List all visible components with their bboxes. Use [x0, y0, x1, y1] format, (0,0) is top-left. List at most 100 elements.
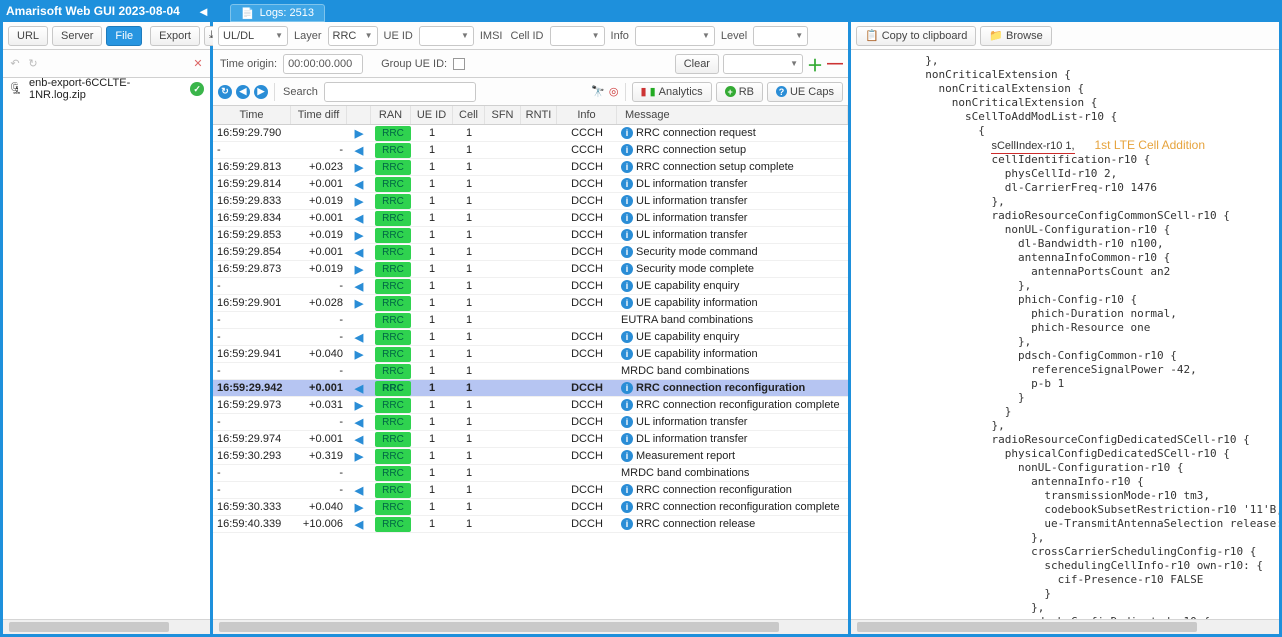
table-row[interactable]: 16:59:29.814+0.001◀RRC11DCCHiDL informat… [213, 176, 848, 193]
clear-button[interactable]: Clear [675, 54, 719, 74]
table-row[interactable]: 16:59:29.790▶RRC11CCCHiRRC connection re… [213, 125, 848, 142]
table-row[interactable]: --◀RRC11DCCHiUE capability enquiry [213, 329, 848, 346]
preset-combo[interactable]: ▼ [723, 54, 803, 74]
table-row[interactable]: --◀RRC11DCCHiRRC connection reconfigurat… [213, 482, 848, 499]
undo-icon[interactable]: ↶ [8, 57, 22, 71]
left-pane: URL Server File Export ⤓ ↶ ↻ ✕ 🗜 enb-exp… [3, 22, 213, 634]
refresh-icon[interactable]: ↻ [26, 57, 40, 71]
grid-body[interactable]: 16:59:29.790▶RRC11CCCHiRRC connection re… [213, 125, 848, 619]
copy-button[interactable]: 📋Copy to clipboard [856, 26, 976, 46]
center-pane: UL/DL▼ Layer RRC▼ UE ID ▼ IMSI Cell ID ▼… [213, 22, 851, 634]
table-row[interactable]: 16:59:29.901+0.028▶RRC11DCCHiUE capabili… [213, 295, 848, 312]
table-row[interactable]: --RRC11MRDC band combinations [213, 363, 848, 380]
ueid-combo[interactable]: ▼ [419, 26, 474, 46]
remove-icon[interactable]: — [827, 55, 843, 73]
right-hscroll[interactable] [851, 619, 1279, 634]
check-icon: ✓ [190, 82, 204, 96]
browse-button[interactable]: 📁Browse [980, 26, 1051, 46]
file-button[interactable]: File [106, 26, 142, 46]
rb-button[interactable]: +RB [716, 82, 763, 102]
table-row[interactable]: 16:59:40.339+10.006◀RRC11DCCHiRRC connec… [213, 516, 848, 533]
col-timediff[interactable]: Time diff [291, 106, 347, 124]
grid-header: Time Time diff RAN UE ID Cell SFN RNTI I… [213, 106, 848, 125]
col-time[interactable]: Time [213, 106, 291, 124]
imsi-label: IMSI [478, 30, 505, 42]
back-icon[interactable]: ◀ [236, 85, 250, 99]
binoculars-icon[interactable]: 🔭 [591, 85, 605, 98]
url-button[interactable]: URL [8, 26, 48, 46]
file-name: enb-export-6CCLTE-1NR.log.zip [29, 77, 184, 101]
table-row[interactable]: --◀RRC11DCCHiUE capability enquiry [213, 278, 848, 295]
uldl-combo[interactable]: UL/DL▼ [218, 26, 288, 46]
right-pane: 📋Copy to clipboard 📁Browse }, nonCritica… [851, 22, 1279, 634]
table-row[interactable]: 16:59:29.834+0.001◀RRC11DCCHiDL informat… [213, 210, 848, 227]
col-msg[interactable]: Message [617, 106, 848, 124]
table-row[interactable]: 16:59:29.873+0.019▶RRC11DCCHiSecurity mo… [213, 261, 848, 278]
table-row[interactable]: 16:59:29.813+0.023▶RRC11DCCHiRRC connect… [213, 159, 848, 176]
layer-label: Layer [292, 30, 324, 42]
topbar: Amarisoft Web GUI 2023-08-04 ◄ 📄 Logs: 2… [0, 0, 1282, 22]
table-row[interactable]: --RRC11EUTRA band combinations [213, 312, 848, 329]
table-row[interactable]: --◀RRC11CCCHiRRC connection setup [213, 142, 848, 159]
export-button[interactable]: Export [150, 26, 200, 46]
filter-row-1: UL/DL▼ Layer RRC▼ UE ID ▼ IMSI Cell ID ▼… [213, 22, 848, 50]
server-button[interactable]: Server [52, 26, 102, 46]
ueid-label: UE ID [382, 30, 415, 42]
search-row: ↻ ◀ ▶ Search 🔭 ◎ ▮▮Analytics +RB ?UE Cap… [213, 78, 848, 106]
table-row[interactable]: 16:59:29.974+0.001◀RRC11DCCHiDL informat… [213, 431, 848, 448]
right-toolbar: 📋Copy to clipboard 📁Browse [851, 22, 1279, 50]
table-row[interactable]: 16:59:29.973+0.031▶RRC11DCCHiRRC connect… [213, 397, 848, 414]
table-row[interactable]: 16:59:29.833+0.019▶RRC11DCCHiUL informat… [213, 193, 848, 210]
group-ue-checkbox[interactable] [453, 58, 465, 70]
level-combo[interactable]: ▼ [753, 26, 808, 46]
add-icon[interactable]: ＋ [807, 52, 823, 76]
table-row[interactable]: 16:59:30.333+0.040▶RRC11DCCHiRRC connect… [213, 499, 848, 516]
col-ran[interactable]: RAN [371, 106, 411, 124]
tab-logs[interactable]: 📄 Logs: 2513 [230, 4, 325, 22]
level-label: Level [719, 30, 749, 42]
group-ue-label: Group UE ID: [379, 58, 449, 70]
left-toolbar: URL Server File Export ⤓ [3, 22, 210, 50]
clipboard-icon: 📋 [865, 29, 879, 42]
folder-icon: 📁 [989, 29, 1003, 42]
target-icon[interactable]: ◎ [609, 85, 619, 98]
filter-row-2: Time origin: Group UE ID: Clear ▼ ＋ — [213, 50, 848, 78]
col-cell[interactable]: Cell [453, 106, 485, 124]
col-sfn[interactable]: SFN [485, 106, 521, 124]
col-info[interactable]: Info [557, 106, 617, 124]
table-row[interactable]: 16:59:29.854+0.001◀RRC11DCCHiSecurity mo… [213, 244, 848, 261]
info-combo[interactable]: ▼ [635, 26, 715, 46]
tab-logs-label: Logs: 2513 [260, 7, 314, 19]
layer-combo[interactable]: RRC▼ [328, 26, 378, 46]
cellid-label: Cell ID [509, 30, 546, 42]
left-action-row: ↶ ↻ ✕ [3, 50, 210, 78]
collapse-left-icon[interactable]: ◄ [197, 4, 210, 19]
col-ueid[interactable]: UE ID [411, 106, 453, 124]
archive-icon: 🗜 [9, 82, 23, 96]
table-row[interactable]: 16:59:29.942+0.001◀RRC11DCCHiRRC connect… [213, 380, 848, 397]
uecaps-button[interactable]: ?UE Caps [767, 82, 843, 102]
forward-icon[interactable]: ▶ [254, 85, 268, 99]
table-row[interactable]: 16:59:30.293+0.319▶RRC11DCCHiMeasurement… [213, 448, 848, 465]
table-row[interactable]: 16:59:29.853+0.019▶RRC11DCCHiUL informat… [213, 227, 848, 244]
file-entry[interactable]: 🗜 enb-export-6CCLTE-1NR.log.zip ✓ [3, 78, 210, 100]
close-icon[interactable]: ✕ [191, 57, 205, 71]
col-rnti[interactable]: RNTI [521, 106, 557, 124]
left-hscroll[interactable] [3, 619, 210, 634]
time-origin-input[interactable] [283, 54, 363, 74]
search-input[interactable] [324, 82, 476, 102]
reload-icon[interactable]: ↻ [218, 85, 232, 99]
table-row[interactable]: 16:59:29.941+0.040▶RRC11DCCHiUE capabili… [213, 346, 848, 363]
search-label: Search [281, 86, 320, 98]
info-label: Info [609, 30, 631, 42]
document-icon: 📄 [241, 7, 255, 20]
cellid-combo[interactable]: ▼ [550, 26, 605, 46]
table-row[interactable]: --◀RRC11DCCHiUL information transfer [213, 414, 848, 431]
table-row[interactable]: --RRC11MRDC band combinations [213, 465, 848, 482]
col-dir[interactable] [347, 106, 371, 124]
analytics-button[interactable]: ▮▮Analytics [632, 82, 712, 102]
center-hscroll[interactable] [213, 619, 848, 634]
app-title: Amarisoft Web GUI 2023-08-04 [6, 4, 191, 18]
time-origin-label: Time origin: [218, 58, 279, 70]
detail-body[interactable]: }, nonCriticalExtension { nonCriticalExt… [851, 50, 1279, 619]
